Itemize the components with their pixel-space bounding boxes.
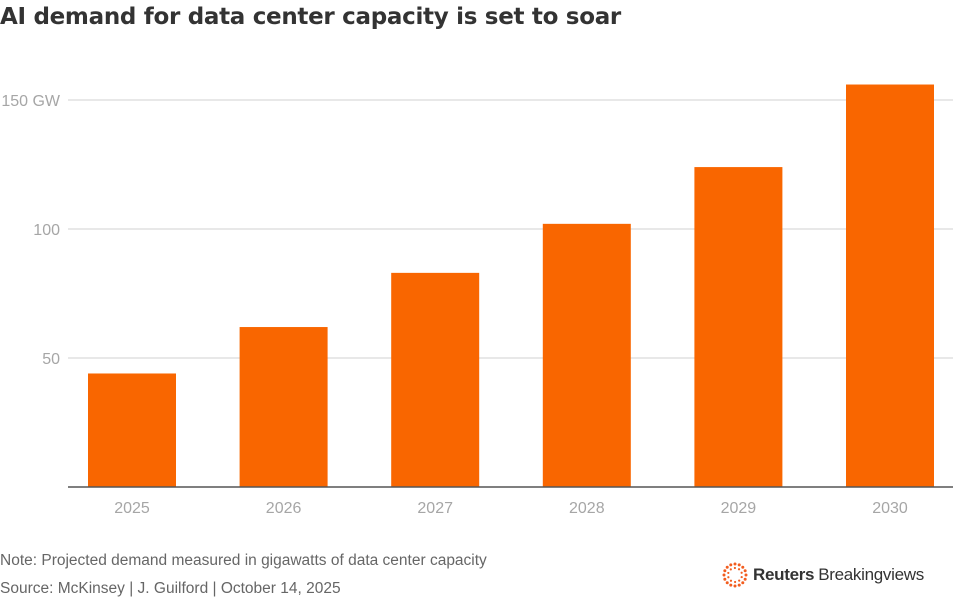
bar-2029 — [694, 167, 783, 487]
logo-dot — [723, 569, 727, 573]
bar-2027 — [391, 272, 480, 487]
logo-dot — [737, 563, 741, 567]
logo-dot — [733, 584, 737, 588]
logo-dot — [741, 565, 745, 569]
logo-dot — [723, 577, 727, 581]
logo-dot — [725, 581, 729, 585]
bar-2026 — [239, 327, 328, 487]
logo-dot — [727, 576, 730, 579]
logo-dot — [733, 566, 737, 570]
logo-dot — [737, 583, 741, 587]
logo-dot — [722, 573, 726, 577]
logo-dot — [743, 569, 747, 573]
x-tick-label: 2030 — [872, 500, 908, 517]
y-tick-label: 50 — [42, 351, 60, 368]
logo-dot — [738, 579, 741, 582]
chart-title: AI demand for data center capacity is se… — [0, 4, 621, 30]
logo-dot — [725, 565, 729, 569]
x-tick-label: 2029 — [721, 500, 757, 517]
x-tick-label: 2028 — [569, 500, 605, 517]
x-tick-label: 2025 — [114, 500, 150, 517]
logo-dot — [733, 580, 737, 584]
bar-2025 — [88, 373, 176, 487]
bar-2030 — [846, 84, 934, 488]
logo-text-reuters: Reuters — [753, 565, 815, 584]
chart-source: Source: McKinsey | J. Guilford | October… — [0, 580, 341, 597]
chart-note: Note: Projected demand measured in gigaw… — [0, 552, 487, 569]
logo-dot — [729, 583, 733, 587]
logo-dot — [743, 577, 747, 581]
logo-text-breakingviews: Breakingviews — [818, 565, 924, 584]
y-tick-label: 150 GW — [1, 93, 61, 110]
x-tick-label: 2027 — [417, 500, 453, 517]
x-tick-label: 2026 — [266, 500, 302, 517]
logo-dot — [737, 568, 741, 571]
reuters-dots-icon — [722, 562, 748, 588]
reuters-breakingviews-logo: Reuters Breakingviews — [722, 562, 924, 588]
bar-2028 — [542, 223, 631, 487]
logo-dot — [729, 579, 733, 582]
bar-chart: 50 100 150 GW 2025 2026 2027 2028 2029 2030 — [1, 84, 953, 517]
logo-dot — [744, 573, 748, 577]
logo-dot — [727, 571, 730, 575]
logo-dot — [740, 575, 743, 579]
logo-dot — [740, 571, 743, 574]
y-tick-label: 100 — [33, 222, 60, 239]
logo-dot — [733, 562, 737, 566]
logo-dot — [729, 563, 733, 567]
logo-dot — [729, 568, 732, 571]
logo-dot — [741, 581, 745, 585]
